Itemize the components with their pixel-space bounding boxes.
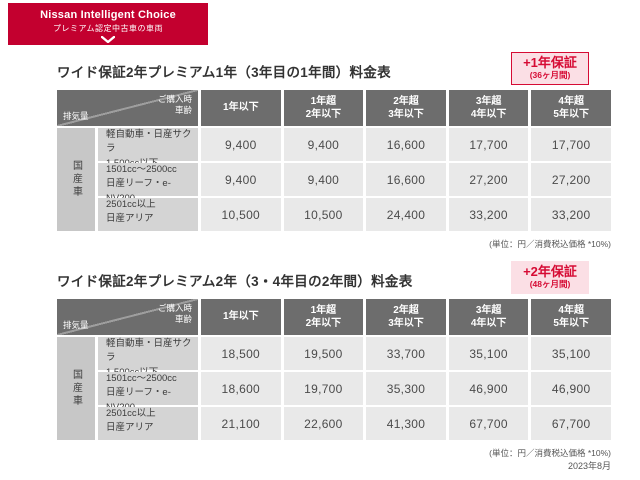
table2-corner-purchase-age-label: ご購入時 車齢 xyxy=(157,303,192,325)
badge1-sub: (36ヶ月間) xyxy=(529,70,571,81)
table1-value: 9,400 xyxy=(283,128,364,161)
table2-value: 67,700 xyxy=(531,407,611,440)
price-table-1: ご購入時 車齢 排気量 1年以下 1年超 2年以下 2年超 3年以下 3年超 4年以下… xyxy=(57,90,611,231)
table2-value: 46,900 xyxy=(448,372,529,405)
table2-corner-displacement-label: 排気量 xyxy=(63,320,89,330)
table1-unit-note: (単位：円／消費税込価格 *10%) xyxy=(489,239,611,249)
table1-corner-displacement-label: 排気量 xyxy=(63,111,89,121)
table1-col-header-4: 4年超 5年以下 xyxy=(531,90,611,126)
table1-col-header-1: 1年超 2年以下 xyxy=(283,90,364,126)
table1-value: 10,500 xyxy=(283,198,364,231)
table2-row-label-2: 2501cc以上 日産アリア xyxy=(98,407,198,440)
document-date: 2023年8月 xyxy=(567,461,611,471)
table1-value: 9,400 xyxy=(201,128,281,161)
table1-value: 17,700 xyxy=(531,128,611,161)
badge2-main: +2年保証 xyxy=(523,264,577,280)
table2-value: 35,100 xyxy=(531,337,611,370)
table1-value: 9,400 xyxy=(201,163,281,196)
table2-value: 35,300 xyxy=(366,372,446,405)
table1-col-header-0: 1年以下 xyxy=(201,90,281,126)
table1-row-group-domestic-cars: 国産車 xyxy=(57,128,95,231)
table1-value: 27,200 xyxy=(531,163,611,196)
table2-value: 33,700 xyxy=(366,337,446,370)
section1-title: ワイド保証2年プレミアム1年（3年目の1年間）料金表 xyxy=(57,65,391,80)
section-premium1: ワイド保証2年プレミアム1年（3年目の1年間）料金表 +1年保証 (36ヶ月間)… xyxy=(57,52,611,250)
table1-row-label-2: 2501cc以上 日産アリア xyxy=(98,198,198,231)
table2-value: 18,600 xyxy=(201,372,281,405)
badge2-sub: (48ヶ月間) xyxy=(529,279,571,290)
table1-value: 24,400 xyxy=(366,198,446,231)
table2-col-header-1: 1年超 2年以下 xyxy=(283,299,364,335)
table2-corner-cell: ご購入時 車齢 排気量 xyxy=(57,299,198,335)
table2-col-header-2: 2年超 3年以下 xyxy=(366,299,446,335)
table1-value: 16,600 xyxy=(366,163,446,196)
table1-value: 10,500 xyxy=(201,198,281,231)
badge1-main: +1年保証 xyxy=(523,55,577,71)
table1-col-header-3: 3年超 4年以下 xyxy=(448,90,529,126)
table2-value: 35,100 xyxy=(448,337,529,370)
table2-value: 46,900 xyxy=(531,372,611,405)
section1-header: ワイド保証2年プレミアム1年（3年目の1年間）料金表 +1年保証 (36ヶ月間) xyxy=(57,52,611,90)
banner-subtitle: プレミアム認定中古車の車両 xyxy=(53,24,163,33)
nissan-intelligent-choice-banner[interactable]: Nissan Intelligent Choice プレミアム認定中古車の車両 xyxy=(8,3,208,45)
table2-value: 41,300 xyxy=(366,407,446,440)
table2-col-header-0: 1年以下 xyxy=(201,299,281,335)
table1-value: 17,700 xyxy=(448,128,529,161)
table1-col-header-2: 2年超 3年以下 xyxy=(366,90,446,126)
table1-value: 33,200 xyxy=(531,198,611,231)
table2-value: 19,700 xyxy=(283,372,364,405)
banner-title: Nissan Intelligent Choice xyxy=(40,9,176,21)
plus2year-warranty-badge: +2年保証 (48ヶ月間) xyxy=(511,261,589,294)
section2-title: ワイド保証2年プレミアム2年（3・4年目の2年間）料金表 xyxy=(57,274,413,289)
table2-row-group-domestic-cars: 国産車 xyxy=(57,337,95,440)
table2-value: 67,700 xyxy=(448,407,529,440)
table2-col-header-4: 4年超 5年以下 xyxy=(531,299,611,335)
price-table-2: ご購入時 車齢 排気量 1年以下 1年超 2年以下 2年超 3年以下 3年超 4年以下… xyxy=(57,299,611,440)
table1-value: 16,600 xyxy=(366,128,446,161)
table2-value: 19,500 xyxy=(283,337,364,370)
table2-value: 21,100 xyxy=(201,407,281,440)
section2-header: ワイド保証2年プレミアム2年（3・4年目の2年間）料金表 +2年保証 (48ヶ月… xyxy=(57,261,611,299)
table2-value: 18,500 xyxy=(201,337,281,370)
table1-value: 9,400 xyxy=(283,163,364,196)
table1-value: 27,200 xyxy=(448,163,529,196)
table1-value: 33,200 xyxy=(448,198,529,231)
table1-corner-purchase-age-label: ご購入時 車齢 xyxy=(157,94,192,116)
table2-value: 22,600 xyxy=(283,407,364,440)
table1-corner-cell: ご購入時 車齢 排気量 xyxy=(57,90,198,126)
table2-unit-note: (単位：円／消費税込価格 *10%) xyxy=(489,448,611,458)
section-premium2: ワイド保証2年プレミアム2年（3・4年目の2年間）料金表 +2年保証 (48ヶ月… xyxy=(57,261,611,459)
chevron-down-icon xyxy=(101,36,115,43)
table2-col-header-3: 3年超 4年以下 xyxy=(448,299,529,335)
plus1year-warranty-badge: +1年保証 (36ヶ月間) xyxy=(511,52,589,85)
